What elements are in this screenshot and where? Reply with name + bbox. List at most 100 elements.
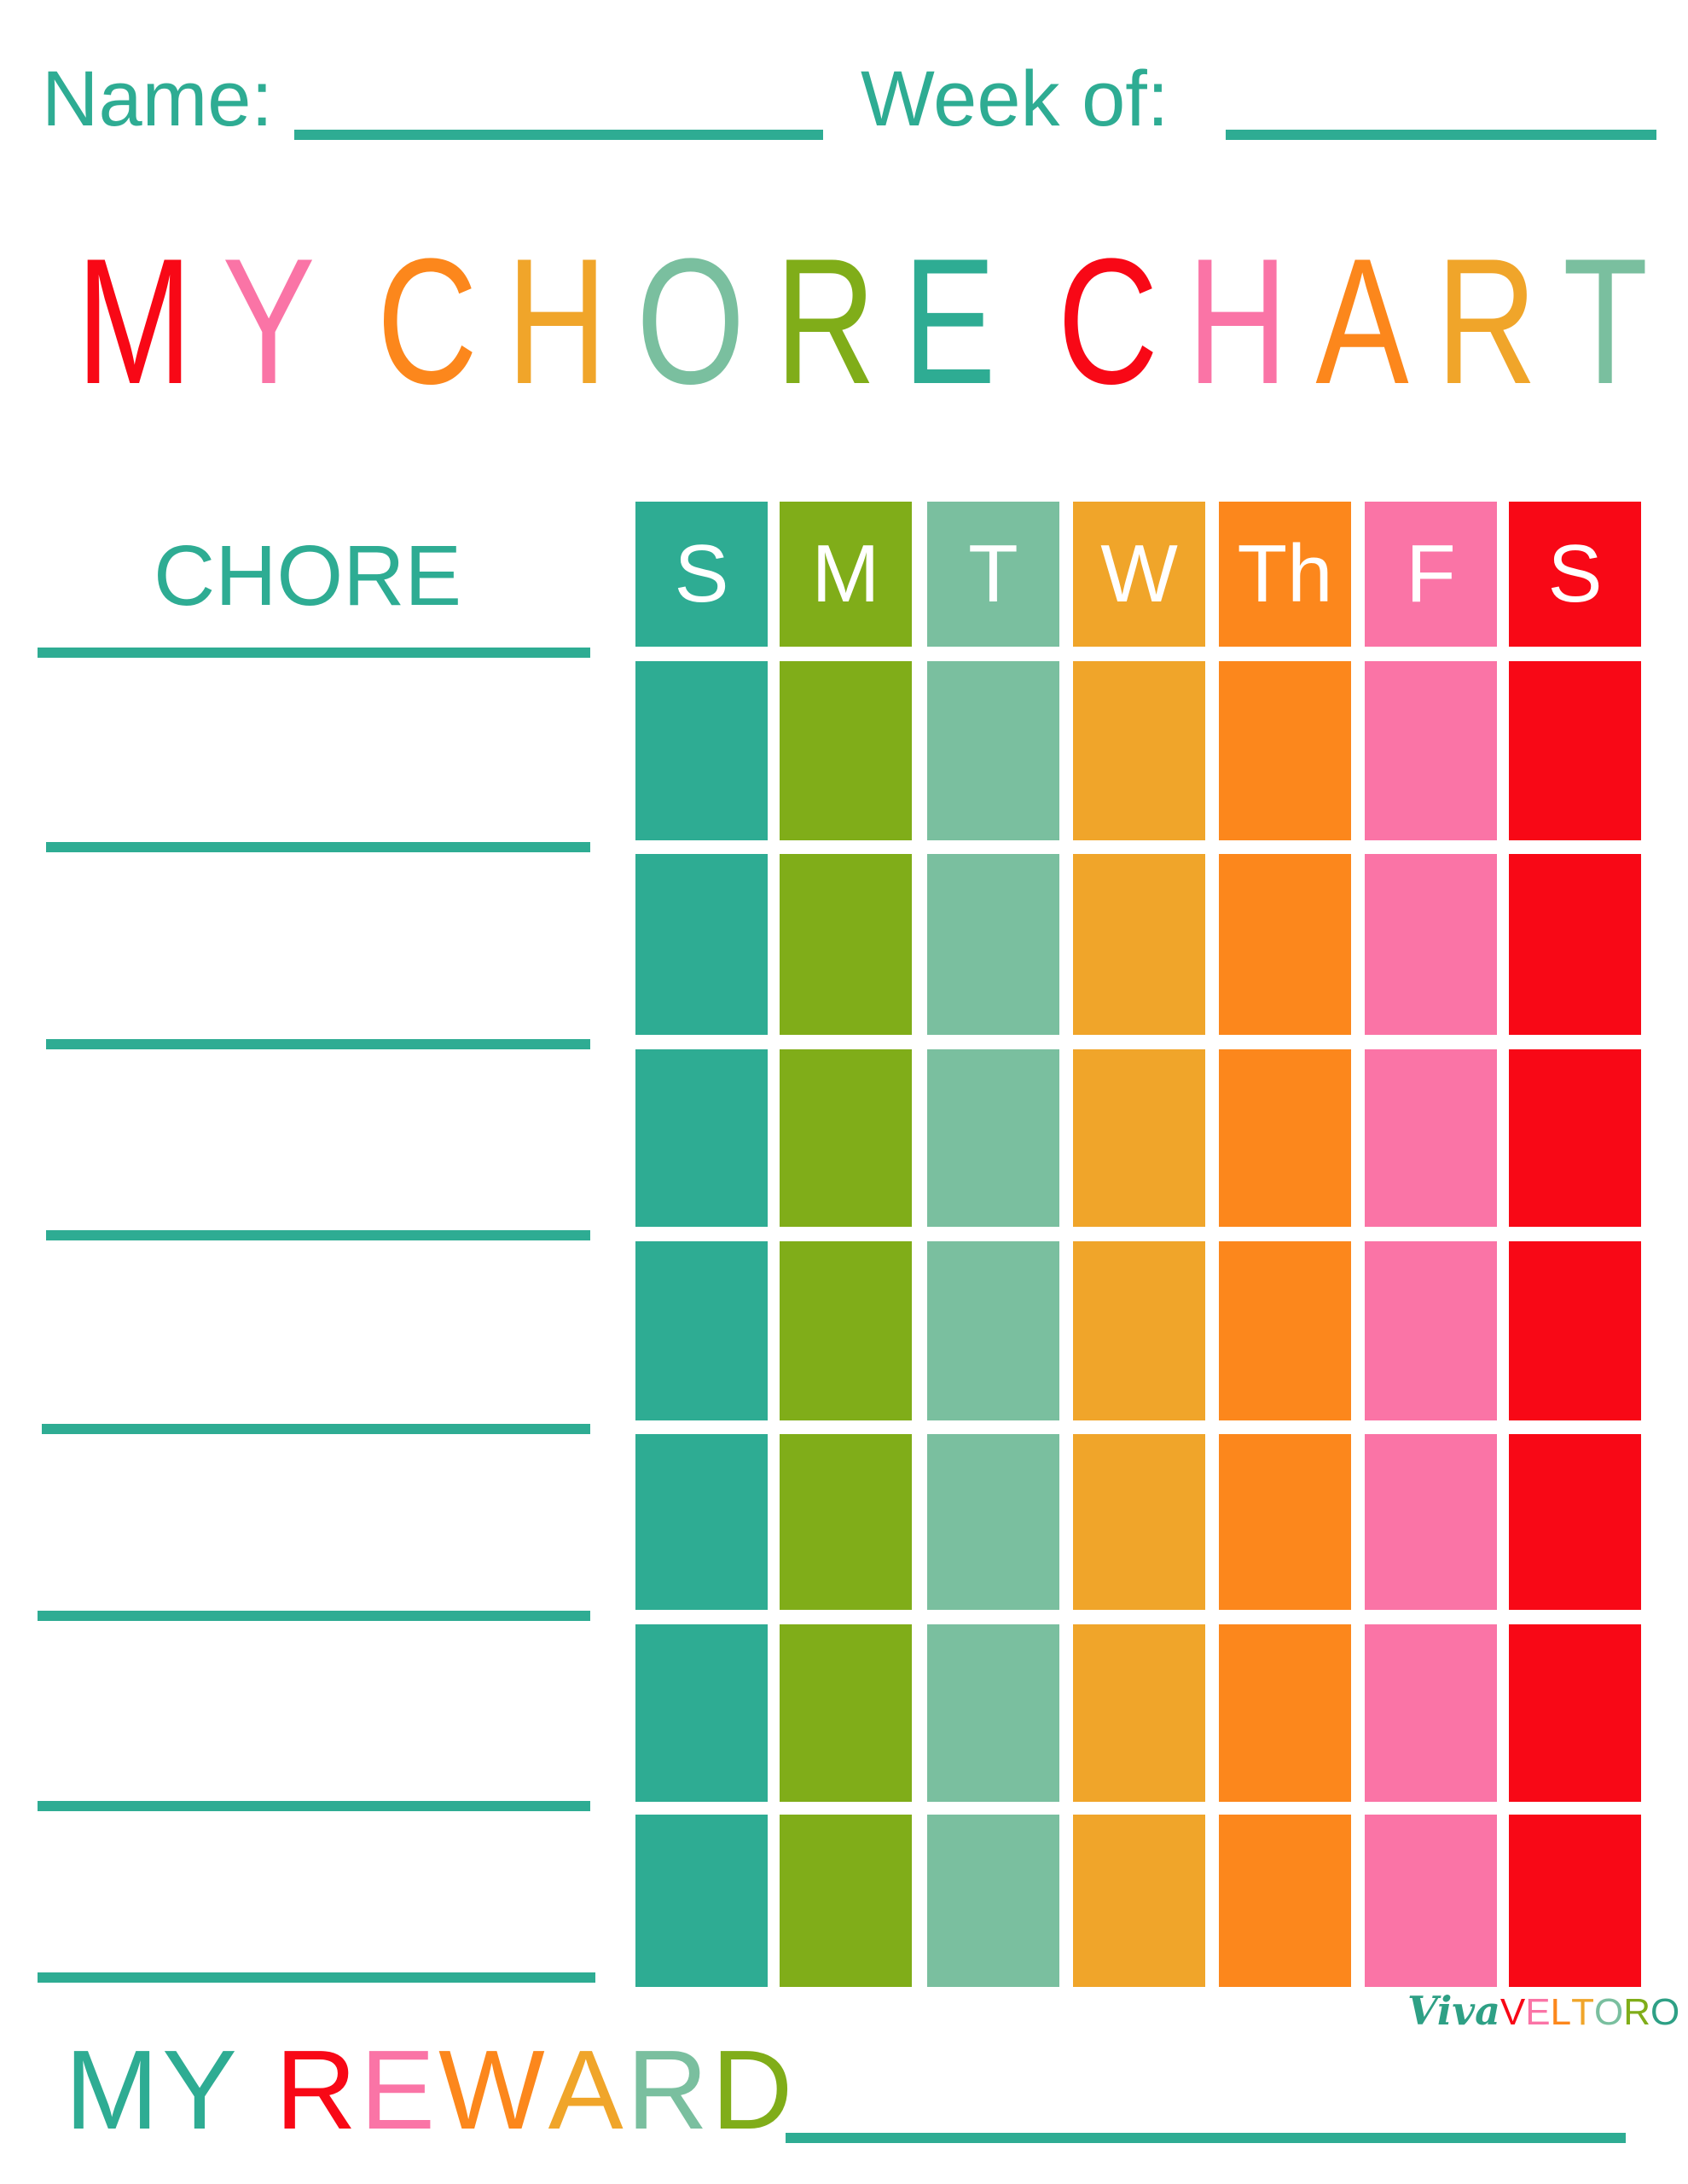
logo-viva: Viva [1407, 1988, 1500, 2034]
title-letter [1013, 232, 1040, 411]
title-letter: C [376, 221, 478, 421]
chore-checkbox-cell[interactable] [1219, 1241, 1351, 1420]
logo-letter: V [1499, 1991, 1526, 2033]
chore-checkbox-cell[interactable] [1073, 661, 1205, 840]
title-letter: M [76, 221, 193, 421]
chore-checkbox-cell[interactable] [780, 1049, 912, 1227]
chore-checkbox-cell[interactable] [1073, 1434, 1205, 1610]
title-letter: O [636, 221, 745, 421]
chore-checkbox-cell[interactable] [1509, 1241, 1641, 1420]
day-header-6: F [1365, 502, 1497, 647]
chore-checkbox-cell[interactable] [1365, 1241, 1497, 1420]
chore-checkbox-cell[interactable] [927, 1624, 1059, 1802]
title-letter: A [1315, 221, 1409, 421]
chore-checkbox-cell[interactable] [635, 1241, 768, 1420]
chore-checkbox-cell[interactable] [1365, 1049, 1497, 1227]
title-letter: H [1186, 221, 1289, 421]
chore-column-header: CHORE [154, 528, 462, 624]
chore-entry-line[interactable] [38, 1801, 590, 1811]
title-letter: C [1058, 221, 1159, 421]
reward-letter: E [360, 2027, 436, 2152]
title-letter: Y [222, 221, 316, 421]
chore-checkbox-cell[interactable] [1509, 1624, 1641, 1802]
chore-checkbox-cell[interactable] [927, 661, 1059, 840]
title-letter: E [902, 221, 997, 421]
chore-checkbox-cell[interactable] [1509, 661, 1641, 840]
title-letter: R [774, 221, 876, 421]
chore-checkbox-cell[interactable] [927, 1049, 1059, 1227]
chore-checkbox-cell[interactable] [635, 661, 768, 840]
chore-checkbox-cell[interactable] [1365, 661, 1497, 840]
chore-checkbox-cell[interactable] [927, 1815, 1059, 1987]
chore-entry-line[interactable] [46, 1230, 590, 1240]
chore-checkbox-cell[interactable] [1509, 1434, 1641, 1610]
chore-checkbox-cell[interactable] [1073, 1815, 1205, 1987]
chore-entry-line[interactable] [46, 1039, 590, 1049]
chore-checkbox-cell[interactable] [635, 1434, 768, 1610]
logo-letter: E [1525, 1991, 1551, 2033]
logo-letter: T [1571, 1991, 1594, 2033]
chore-checkbox-cell[interactable] [780, 1241, 912, 1420]
name-label: Name: [42, 55, 273, 142]
chore-checkbox-cell[interactable] [1219, 1434, 1351, 1610]
day-header-1: S [635, 502, 768, 647]
chore-entry-line[interactable] [46, 842, 590, 852]
title-letter: R [1436, 221, 1537, 421]
reward-letter: A [548, 2027, 624, 2152]
chore-checkbox-cell[interactable] [635, 854, 768, 1035]
day-header-7: S [1509, 502, 1641, 647]
reward-letter: D [711, 2027, 793, 2152]
title-letter [332, 232, 358, 411]
chore-entry-line[interactable] [38, 1972, 595, 1983]
chore-checkbox-cell[interactable] [1365, 1815, 1497, 1987]
chore-header-underline [38, 648, 590, 658]
chore-checkbox-cell[interactable] [927, 1241, 1059, 1420]
chore-checkbox-cell[interactable] [635, 1049, 768, 1227]
chore-checkbox-cell[interactable] [1365, 854, 1497, 1035]
logo-letter: L [1550, 1991, 1572, 2033]
chore-checkbox-cell[interactable] [780, 661, 912, 840]
chore-checkbox-cell[interactable] [1073, 1049, 1205, 1227]
chore-checkbox-cell[interactable] [780, 1815, 912, 1987]
chore-checkbox-cell[interactable] [780, 854, 912, 1035]
name-line[interactable] [294, 130, 823, 140]
chore-checkbox-cell[interactable] [1219, 854, 1351, 1035]
chore-checkbox-cell[interactable] [1073, 854, 1205, 1035]
chore-checkbox-cell[interactable] [635, 1815, 768, 1987]
reward-letter: Y [161, 2027, 238, 2152]
chore-checkbox-cell[interactable] [1509, 854, 1641, 1035]
chore-checkbox-cell[interactable] [1219, 1624, 1351, 1802]
reward-line[interactable] [786, 2133, 1626, 2143]
chore-checkbox-cell[interactable] [927, 854, 1059, 1035]
chore-checkbox-cell[interactable] [1219, 1049, 1351, 1227]
reward-letter: R [626, 2027, 709, 2152]
chore-checkbox-cell[interactable] [1509, 1049, 1641, 1227]
chore-checkbox-cell[interactable] [780, 1434, 912, 1610]
reward-letter: M [65, 2027, 159, 2152]
chore-checkbox-cell[interactable] [1219, 661, 1351, 840]
week-of-line[interactable] [1226, 130, 1656, 140]
day-header-2: M [780, 502, 912, 647]
reward-letter [241, 2034, 272, 2146]
chore-checkbox-cell[interactable] [927, 1434, 1059, 1610]
chore-checkbox-cell[interactable] [1219, 1815, 1351, 1987]
chore-checkbox-cell[interactable] [635, 1624, 768, 1802]
title-letter: T [1563, 221, 1649, 421]
logo-letter: R [1623, 1991, 1650, 2033]
chore-entry-line[interactable] [42, 1424, 590, 1434]
chore-checkbox-cell[interactable] [1073, 1241, 1205, 1420]
logo-letter: O [1650, 1991, 1680, 2033]
chore-checkbox-cell[interactable] [1365, 1434, 1497, 1610]
chore-checkbox-cell[interactable] [1365, 1624, 1497, 1802]
chore-checkbox-cell[interactable] [1073, 1624, 1205, 1802]
chore-entry-line[interactable] [38, 1611, 590, 1621]
chore-checkbox-cell[interactable] [780, 1624, 912, 1802]
reward-letter: R [275, 2027, 357, 2152]
logo-letter: O [1593, 1991, 1624, 2033]
day-header-3: T [927, 502, 1059, 647]
chore-checkbox-cell[interactable] [1509, 1815, 1641, 1987]
day-header-5: Th [1219, 502, 1351, 647]
title-letter: H [506, 221, 607, 421]
